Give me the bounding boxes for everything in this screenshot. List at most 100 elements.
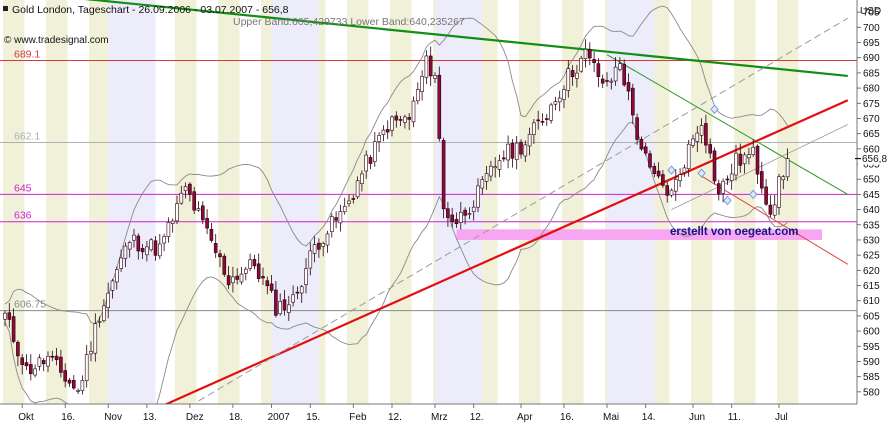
candle-body [334,217,338,221]
candle-body [682,167,687,173]
candle-body [751,147,756,155]
last-price-label: 656,8 [862,154,887,165]
candle-body [669,189,674,196]
candle-body [46,355,50,367]
x-tick-label: 2007 [268,412,291,423]
candle-body [673,179,678,192]
candle-body [497,160,502,170]
week-stripe [218,0,240,404]
candle-body [613,66,618,82]
x-tick-label: 15. [306,412,320,423]
candle-body [183,186,188,192]
pattern-marker [667,165,676,175]
candle-body [76,390,80,392]
candle-body [97,320,102,323]
y-tick-label: 645 [863,190,880,201]
y-tick-label: 655 [863,160,880,171]
x-tick-label: Jul [775,412,788,423]
candle-body [450,214,455,222]
y-axis-unit: USD [860,6,881,17]
candle-body [506,143,510,161]
y-tick-label: 610 [863,296,880,307]
candle-body [145,246,149,256]
x-tick-label: 13. [143,412,157,423]
candle-body [166,222,171,237]
candle-body [544,118,549,120]
week-stripe [46,0,68,404]
x-tick-label: Okt [18,412,34,423]
y-tick-label: 615 [863,281,880,292]
candle-body [317,242,321,250]
candle-body [368,157,373,164]
candle-body [484,173,489,182]
candle-body [587,49,592,59]
y-tick-label: 680 [863,84,880,95]
x-tick-label: 12. [388,412,402,423]
candle-body [360,173,364,184]
candle-body [609,80,614,83]
y-tick-label: 620 [863,266,880,277]
candle-body [510,143,515,159]
x-axis-panel [0,404,892,426]
support-zones [456,229,822,240]
candle-body [33,368,37,376]
candle-body [493,166,498,169]
x-tick-label: 11. [728,412,741,423]
candle-body [364,154,369,172]
level-label: 645 [14,182,32,194]
y-tick-label: 635 [863,220,880,231]
candle-body [471,206,476,212]
week-stripe [777,0,799,404]
candle-body [192,191,196,211]
candle-body [639,138,644,150]
y-tick-label: 595 [863,342,880,353]
candle-body [132,234,136,241]
candle-body [63,370,68,382]
candle-body [656,170,661,177]
y-ticks: 580 585 590 595 600 605 610 615 620 625 630 635 640 6… [857,8,880,398]
candle-body [661,174,665,186]
candle-body [231,276,235,284]
candle-body [351,198,356,200]
candle-body [175,203,179,222]
title-square-icon [3,6,8,11]
week-stripe [562,0,584,404]
candle-body [3,312,7,320]
candle-body [213,243,218,253]
y-tick-label: 665 [863,129,880,140]
candle-body [536,119,541,122]
candle-body [768,204,773,215]
candle-body [239,273,244,283]
level-labels: 689.1 662.1 645 636 606.75 [14,48,46,310]
candle-body [394,115,399,121]
candle-body [308,250,313,269]
candle-body [570,70,575,78]
candle-body [527,133,532,147]
candle-body [747,154,751,159]
candle-body [50,355,55,358]
candle-body [467,213,472,215]
candle-body [652,166,657,175]
y-tick-label: 640 [863,205,880,216]
trendline-channel_dashed [198,17,849,402]
candle-body [540,121,545,123]
candle-body [759,171,764,189]
candle-body [196,208,201,211]
candle-body [626,82,631,92]
candle-body [441,140,446,210]
candle-body [170,220,175,224]
candle-body [566,68,571,91]
chart-title: Gold London, Tageschart - 26.09.2006 - 0… [12,4,289,16]
candle-body [261,276,265,279]
candle-body [278,301,283,315]
candle-body [519,141,523,155]
candle-body [385,129,390,133]
x-tick-label: Apr [517,412,533,423]
y-tick-label: 675 [863,99,880,110]
candle-body [84,354,89,381]
candle-body [553,101,558,105]
candle-body [390,116,394,131]
candle-body [372,141,377,162]
candle-body [433,75,437,79]
